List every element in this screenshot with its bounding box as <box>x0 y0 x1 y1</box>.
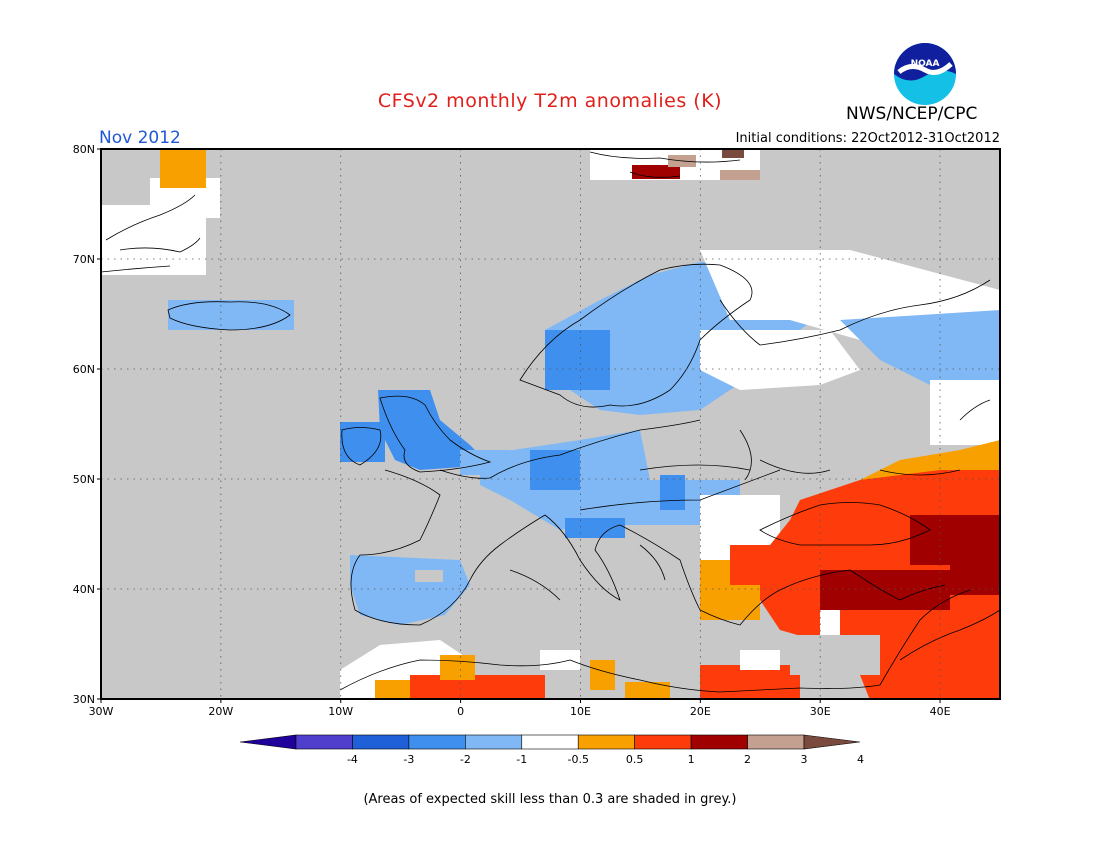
colorbar-swatch <box>295 734 353 750</box>
colorbar-level-label: -4 <box>347 753 358 766</box>
month-label: Nov 2012 <box>99 128 181 148</box>
agency-label: NWS/NCEP/CPC <box>846 104 978 124</box>
colorbar-swatch <box>577 734 635 750</box>
colorbar-swatch <box>408 734 466 750</box>
colorbar: -4 -3 -2 -1 -0.5 0.5 1 2 3 4 <box>239 734 864 766</box>
noaa-logo: NOAA <box>894 43 956 105</box>
colorbar-level-label: 0.5 <box>626 753 644 766</box>
colorbar-swatch <box>352 734 410 750</box>
chart-title: CFSv2 monthly T2m anomalies (K) <box>377 90 723 112</box>
coastlines <box>101 151 1000 693</box>
lat-tick-label: 60N <box>73 363 95 376</box>
colorbar-level-label: -1 <box>516 753 527 766</box>
colorbar-arrow-high <box>803 734 861 750</box>
colorbar-level-label: 1 <box>688 753 695 766</box>
lat-tick-label: 40N <box>73 583 95 596</box>
map-grid <box>101 149 1000 699</box>
lat-tick-label: 50N <box>73 473 95 486</box>
colorbar-swatch <box>465 734 523 750</box>
lon-tick-label: 40E <box>930 705 951 718</box>
colorbar-level-label: -2 <box>460 753 471 766</box>
lat-tick-label: 70N <box>73 253 95 266</box>
lon-tick-label: 30W <box>89 705 114 718</box>
colorbar-arrow-low <box>239 734 297 750</box>
colorbar-level-label: -3 <box>403 753 414 766</box>
lat-tick-label: 30N <box>73 693 95 706</box>
lon-tick-label: 20E <box>690 705 711 718</box>
colorbar-swatch <box>521 734 579 750</box>
colorbar-swatch <box>690 734 748 750</box>
colorbar-level-label: -0.5 <box>567 753 588 766</box>
colorbar-level-label: 3 <box>801 753 808 766</box>
colorbar-level-label: 4 <box>857 753 864 766</box>
lon-tick-label: 30E <box>810 705 831 718</box>
colorbar-swatch <box>634 734 692 750</box>
map-axes: 30N 40N 50N 60N 70N 80N 30W 20W 10W 0 10E 20E 30E 40E <box>73 143 951 718</box>
lon-tick-label: 10E <box>570 705 591 718</box>
lon-tick-label: 10W <box>328 705 353 718</box>
skill-note: (Areas of expected skill less than 0.3 a… <box>363 792 737 807</box>
colorbar-level-label: 2 <box>744 753 751 766</box>
initial-conditions-label: Initial conditions: 22Oct2012-31Oct2012 <box>735 131 1000 146</box>
colorbar-swatch <box>747 734 805 750</box>
map-frame <box>100 148 1001 700</box>
anomaly-field <box>101 150 1000 699</box>
lon-tick-label: 20W <box>208 705 233 718</box>
lat-tick-label: 80N <box>73 143 95 156</box>
lon-tick-label: 0 <box>457 705 464 718</box>
logo-text: NOAA <box>911 59 940 69</box>
